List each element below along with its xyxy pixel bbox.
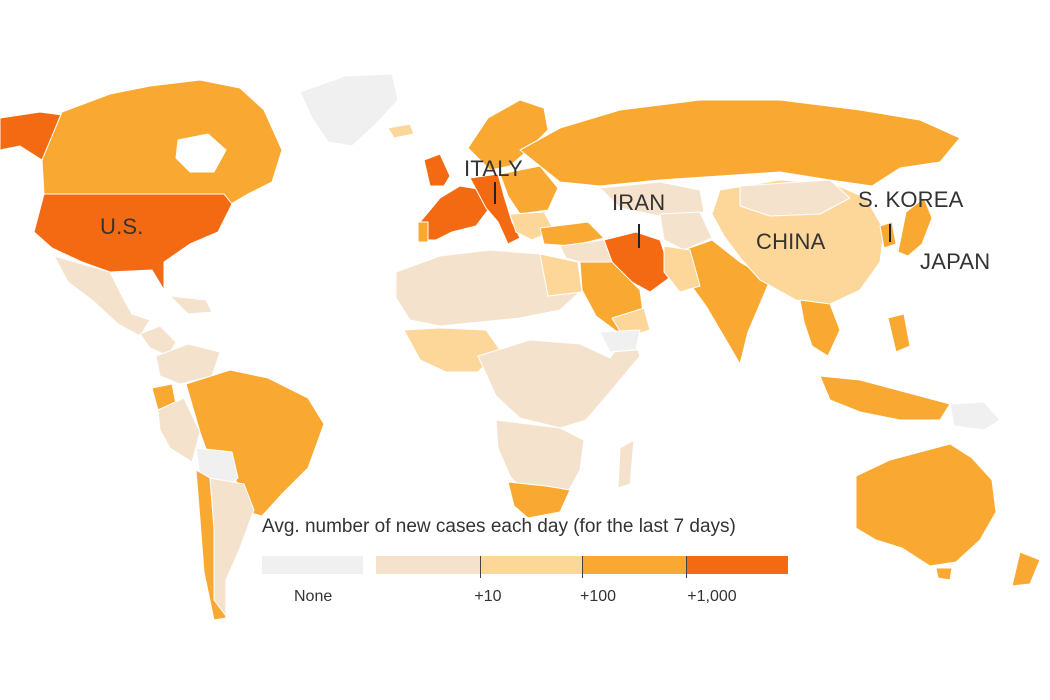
region-france-spain bbox=[419, 185, 489, 241]
region-scandinavia bbox=[467, 99, 549, 171]
leader-italy bbox=[494, 182, 496, 204]
label-china: CHINA bbox=[756, 229, 826, 254]
region-caribbean bbox=[169, 295, 213, 315]
region-central-america bbox=[139, 325, 177, 357]
legend-tick-label-1000: +1,000 bbox=[687, 588, 737, 605]
leader-iran bbox=[638, 224, 640, 248]
label-s-korea: S. KOREA bbox=[858, 187, 964, 212]
region-indonesia bbox=[819, 375, 951, 421]
legend-tick-label-10: +10 bbox=[474, 588, 502, 605]
region-korea bbox=[879, 221, 897, 249]
region-mongolia bbox=[739, 179, 851, 217]
region-peru bbox=[157, 397, 201, 463]
region-portugal bbox=[417, 221, 429, 243]
region-iceland bbox=[387, 123, 415, 139]
region-north-africa bbox=[395, 249, 583, 327]
region-japan bbox=[897, 197, 933, 257]
region-central-africa bbox=[477, 329, 641, 429]
label-italy: ITALY bbox=[464, 156, 523, 181]
region-middle-east-north bbox=[559, 239, 613, 263]
region-italy-germany bbox=[469, 173, 521, 245]
region-mexico bbox=[53, 255, 151, 337]
label-us: U.S. bbox=[100, 214, 144, 239]
legend-title: Avg. number of new cases each day (for t… bbox=[262, 516, 736, 537]
legend-tick-1000 bbox=[686, 556, 687, 578]
legend-swatch-100-plus bbox=[582, 556, 686, 574]
region-kazakhstan bbox=[599, 181, 705, 217]
legend-none-label: None bbox=[294, 588, 333, 605]
leader-s-korea bbox=[889, 224, 891, 242]
region-new-zealand bbox=[1011, 551, 1041, 587]
region-russia bbox=[519, 99, 961, 187]
region-philippines bbox=[887, 313, 911, 353]
region-greenland bbox=[299, 73, 399, 147]
legend-tick-100 bbox=[582, 556, 583, 578]
legend-swatch-1000-plus bbox=[686, 556, 788, 574]
legend-tick-10 bbox=[480, 556, 481, 578]
label-japan: JAPAN bbox=[920, 249, 991, 274]
region-canada bbox=[41, 79, 283, 209]
region-madagascar bbox=[617, 439, 635, 489]
region-papua bbox=[949, 401, 1001, 431]
region-uk-ireland bbox=[423, 153, 451, 187]
region-tasmania bbox=[935, 567, 953, 581]
region-southeast-asia bbox=[799, 299, 841, 357]
region-argentina bbox=[209, 477, 255, 617]
region-hudson-bay bbox=[175, 133, 227, 173]
region-egypt bbox=[539, 253, 583, 297]
region-south-africa bbox=[507, 481, 571, 519]
region-usa bbox=[33, 193, 233, 291]
legend-tick-label-100: +100 bbox=[579, 588, 617, 605]
region-australia bbox=[855, 443, 997, 567]
legend-swatch-none bbox=[262, 556, 363, 574]
label-iran: IRAN bbox=[612, 190, 666, 215]
region-india bbox=[683, 239, 771, 365]
region-pakistan-afghanistan bbox=[663, 245, 701, 293]
legend-swatch-10-plus bbox=[480, 556, 582, 574]
legend-swatch-under-10 bbox=[376, 556, 480, 574]
region-central-asia bbox=[659, 211, 713, 251]
region-horn-africa bbox=[599, 329, 641, 353]
legend: Avg. number of new cases each day (for t… bbox=[262, 516, 792, 616]
